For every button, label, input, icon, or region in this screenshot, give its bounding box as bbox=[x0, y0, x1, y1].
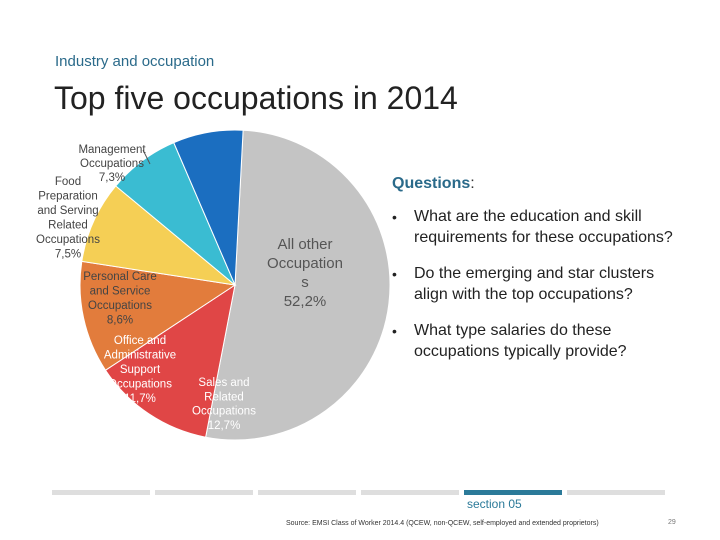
pie-slice-sales-and-related-occupations bbox=[104, 283, 236, 438]
pie-label-all-other: All other Occupation s 52,2% bbox=[267, 236, 343, 310]
footer-nav-segment bbox=[567, 490, 665, 495]
pie-label-personal: Personal Care and Service Occupations 8,6% bbox=[83, 271, 157, 327]
pie-label-sales: Sales and Related Occupations 12,7% bbox=[192, 377, 256, 432]
page-number: 29 bbox=[668, 519, 676, 526]
pie-label-office: Office and Administrative Support Occupatio… bbox=[104, 335, 176, 405]
questions-heading: Questions: bbox=[392, 175, 475, 192]
footer-nav-segment-active bbox=[464, 490, 562, 495]
bullet-icon: • bbox=[392, 266, 397, 282]
question-item: • Do the emerging and star clusters align… bbox=[392, 265, 655, 303]
question-item: • What type salaries do these occupations… bbox=[392, 322, 627, 360]
pie-slice-all-other-occupations bbox=[205, 129, 391, 441]
section-label: section 05 bbox=[467, 497, 522, 511]
bullet-icon: • bbox=[392, 209, 397, 225]
footer-nav-segment bbox=[258, 490, 356, 495]
footer-nav-segment bbox=[361, 490, 459, 495]
bullet-icon: • bbox=[392, 323, 397, 339]
questions-list: • What are the education and skill requir… bbox=[392, 207, 692, 378]
page-title: Top five occupations in 2014 bbox=[54, 80, 458, 116]
section-subtitle: Industry and occupation bbox=[55, 53, 215, 70]
management-leader-line bbox=[142, 149, 151, 165]
question-item: • What are the education and skill requir… bbox=[392, 208, 673, 246]
pie-slice-personal-care-and-service-occupations bbox=[81, 185, 237, 286]
pie-slice-office-and-administrative-support-occupations bbox=[79, 260, 237, 371]
pie-label-management: Management Occupations 7,3% bbox=[78, 144, 146, 184]
footer-nav-segment bbox=[155, 490, 253, 495]
pie-slice-management-occupations bbox=[173, 129, 244, 286]
pie-label-food: Food Preparation and Serving Related Occupat… bbox=[36, 176, 100, 261]
source-note: Source: EMSI Class of Worker 2014.4 (QCE… bbox=[286, 520, 599, 527]
footer-nav-segment bbox=[52, 490, 150, 495]
